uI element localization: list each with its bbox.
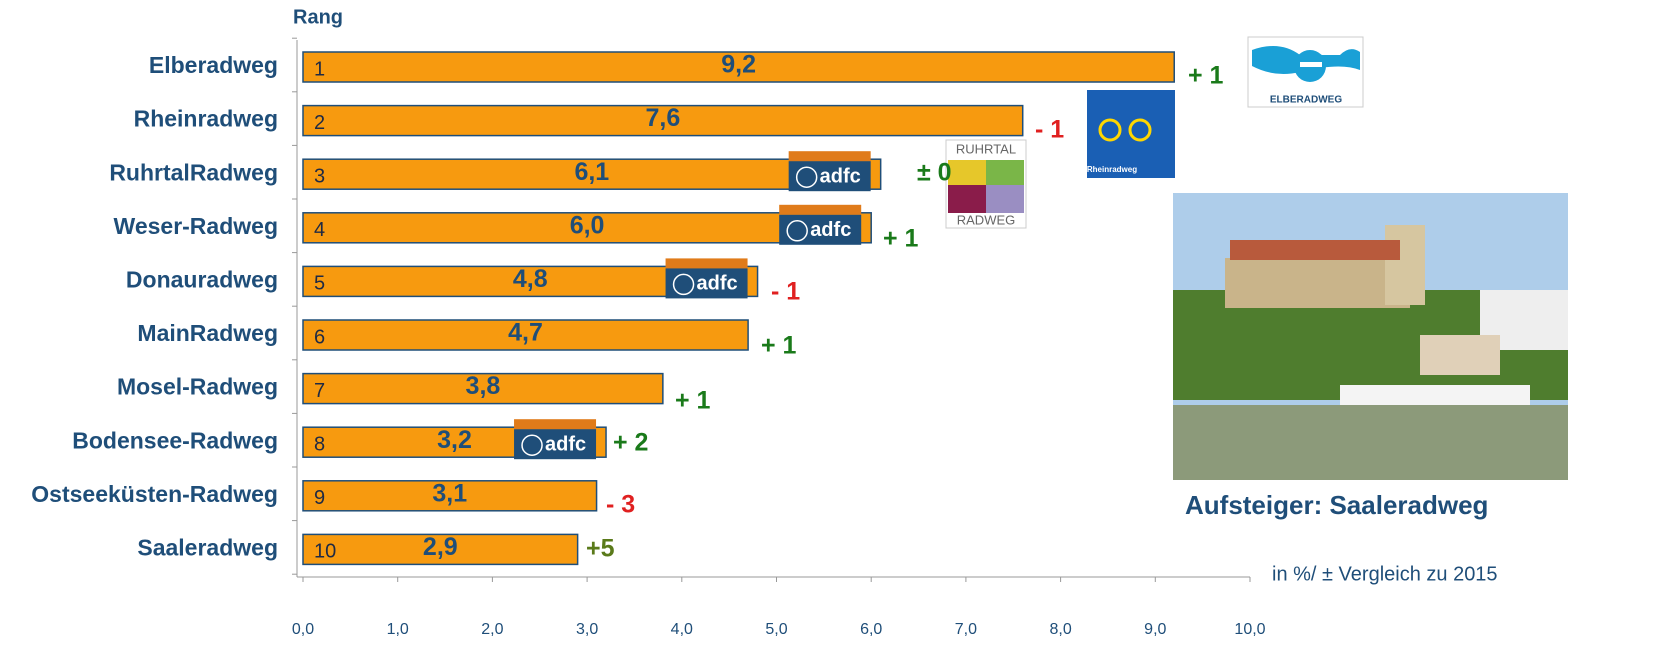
logo-text: RUHRTAL bbox=[956, 141, 1016, 156]
photo-caption: Aufsteiger: Saaleradweg bbox=[1185, 490, 1488, 520]
category-label: Elberadweg bbox=[149, 52, 278, 78]
rank-label: 6 bbox=[314, 326, 325, 348]
note: in %/ ± Vergleich zu 2015 bbox=[1272, 563, 1498, 585]
adfc-logo: adfc bbox=[514, 419, 596, 459]
axis-title: Rang bbox=[293, 6, 343, 28]
ruhrtal-logo: RUHRTAL RADWEG bbox=[946, 140, 1026, 228]
rhein-logo: Rheinradweg bbox=[1087, 90, 1175, 178]
change-label: - 3 bbox=[606, 491, 635, 519]
value-label: 4,7 bbox=[508, 319, 543, 347]
category-label: Ostseeküsten-Radweg bbox=[31, 481, 278, 507]
category-label: RuhrtalRadweg bbox=[109, 159, 278, 185]
elbe-logo: ELBERADWEG bbox=[1248, 37, 1363, 107]
change-label: - 1 bbox=[1035, 116, 1064, 144]
change-label: + 1 bbox=[675, 387, 711, 415]
photo bbox=[1173, 193, 1568, 480]
adfc-logo: adfc bbox=[666, 258, 748, 298]
x-tick-label: 0,0 bbox=[292, 621, 314, 638]
value-label: 6,1 bbox=[574, 158, 609, 186]
chart: Rang ELBERADWEG Rheinradweg RUHRTAL RADW… bbox=[0, 0, 1675, 653]
x-tick-label: 1,0 bbox=[387, 621, 409, 638]
x-tick-label: 3,0 bbox=[576, 621, 598, 638]
category-label: Mosel-Radweg bbox=[117, 374, 278, 400]
logo-text: RADWEG bbox=[957, 212, 1016, 227]
change-label: ± 0 bbox=[917, 159, 952, 187]
value-label: 3,2 bbox=[437, 426, 472, 454]
x-tick-label: 4,0 bbox=[671, 621, 693, 638]
logo-text: adfc bbox=[697, 273, 738, 295]
rank-label: 5 bbox=[314, 273, 325, 295]
x-tick-label: 2,0 bbox=[481, 621, 503, 638]
change-label: + 1 bbox=[1188, 62, 1224, 90]
logo-text: adfc bbox=[545, 433, 586, 455]
change-label: + 1 bbox=[883, 225, 919, 253]
value-label: 3,1 bbox=[432, 479, 467, 507]
logo-frame bbox=[666, 258, 748, 268]
adfc-logo: adfc bbox=[779, 205, 861, 245]
category-label: Rheinradweg bbox=[134, 106, 278, 132]
logo-frame bbox=[514, 419, 596, 429]
x-tick-label: 10,0 bbox=[1234, 621, 1265, 638]
change-label: + 2 bbox=[613, 429, 648, 457]
logo-frame bbox=[779, 205, 861, 215]
adfc-logo: adfc bbox=[789, 151, 871, 191]
rank-label: 8 bbox=[314, 433, 325, 455]
rank-label: 3 bbox=[314, 165, 325, 187]
x-tick-label: 8,0 bbox=[1049, 621, 1071, 638]
value-label: 2,9 bbox=[423, 533, 458, 561]
logo-text: adfc bbox=[810, 219, 851, 241]
rank-label: 1 bbox=[314, 58, 325, 80]
rank-label: 2 bbox=[314, 112, 325, 134]
change-label: + 1 bbox=[761, 332, 797, 360]
category-label: Bodensee-Radweg bbox=[72, 427, 278, 453]
category-label: Saaleradweg bbox=[137, 534, 278, 560]
category-label: Weser-Radweg bbox=[114, 213, 278, 239]
value-label: 7,6 bbox=[645, 104, 680, 132]
logo-text: Rheinradweg bbox=[1087, 165, 1137, 174]
value-label: 6,0 bbox=[570, 211, 605, 239]
x-tick-label: 6,0 bbox=[860, 621, 882, 638]
value-label: 9,2 bbox=[721, 51, 756, 79]
logo-frame bbox=[789, 151, 871, 161]
change-label: - 1 bbox=[771, 278, 800, 306]
value-label: 4,8 bbox=[513, 265, 548, 293]
x-tick-label: 9,0 bbox=[1144, 621, 1166, 638]
category-label: Donauradweg bbox=[126, 266, 278, 292]
rank-label: 4 bbox=[314, 219, 325, 241]
category-label: MainRadweg bbox=[137, 320, 278, 346]
logo-text: adfc bbox=[820, 165, 861, 187]
x-tick-label: 7,0 bbox=[955, 621, 977, 638]
logo-text: ELBERADWEG bbox=[1270, 95, 1342, 106]
rank-label: 10 bbox=[314, 541, 336, 563]
rank-label: 7 bbox=[314, 380, 325, 402]
change-label: +5 bbox=[586, 535, 615, 563]
rank-label: 9 bbox=[314, 487, 325, 509]
x-tick-label: 5,0 bbox=[765, 621, 787, 638]
value-label: 3,8 bbox=[466, 372, 501, 400]
